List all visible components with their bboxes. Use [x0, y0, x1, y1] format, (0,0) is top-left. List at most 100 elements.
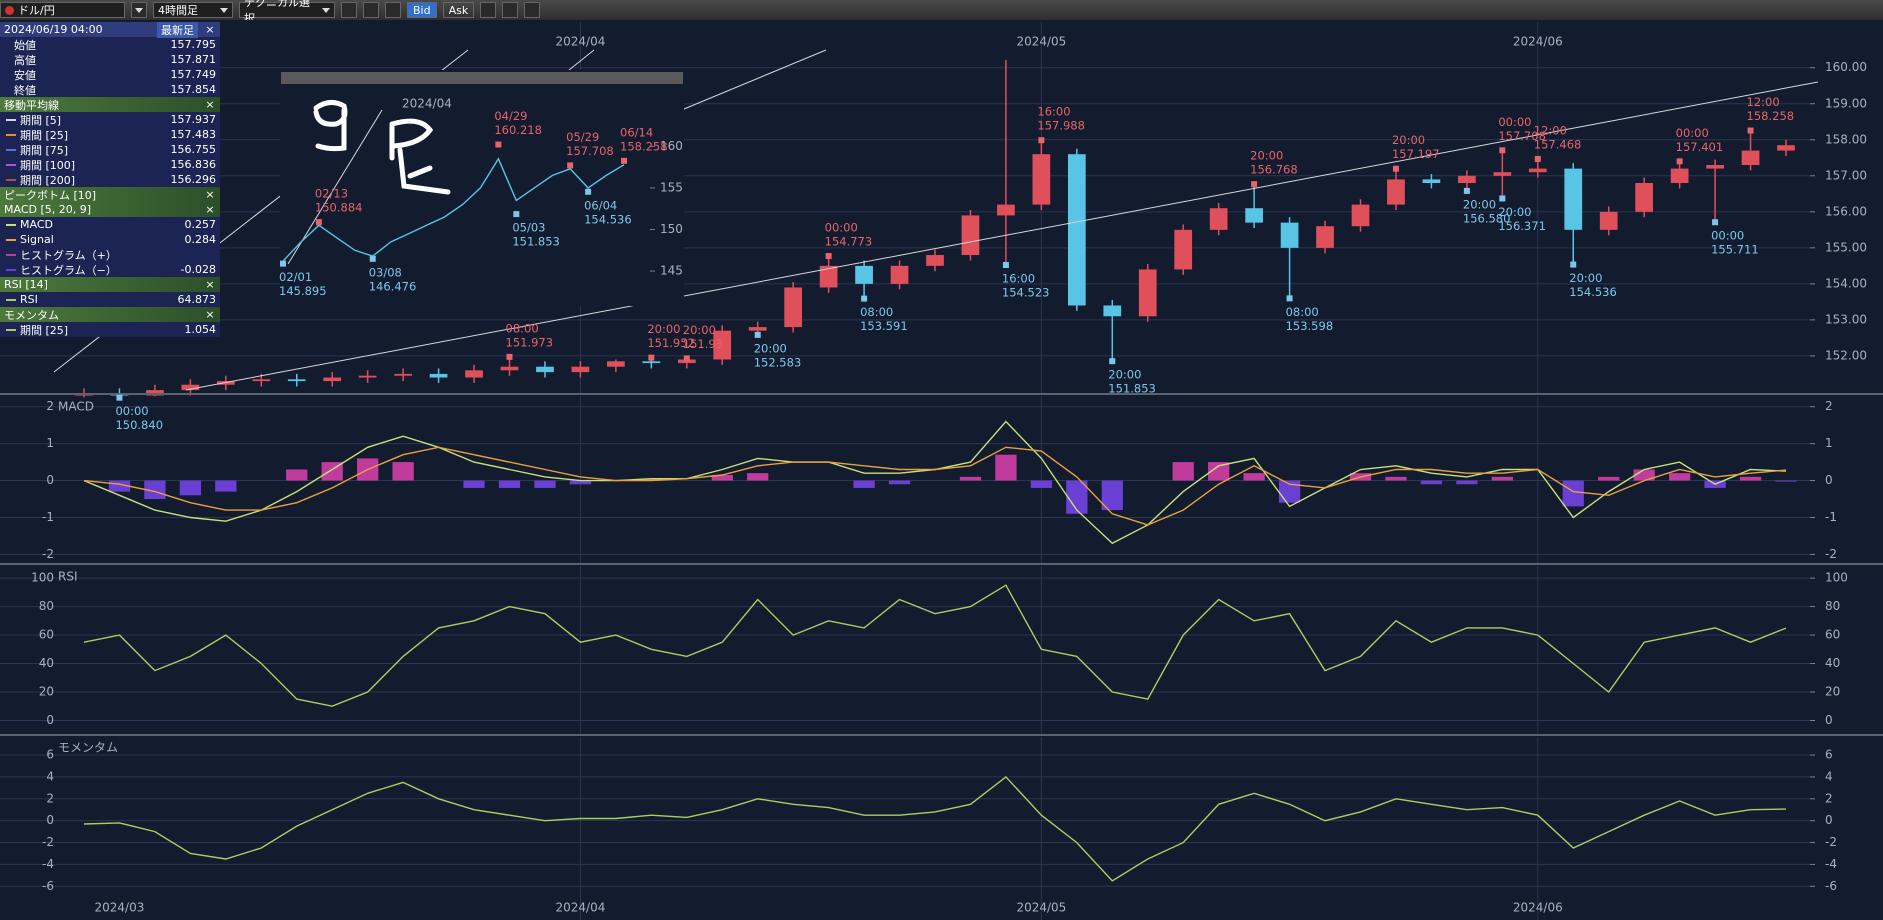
y-tick-label: 100 — [1825, 571, 1848, 585]
section-header: RSI [14] × — [0, 277, 220, 292]
indicator-row: MACD 0.257 — [0, 217, 220, 232]
annotation-marker — [1286, 295, 1293, 302]
y-tick-label-left: -6 — [42, 879, 54, 893]
candle-body — [536, 366, 554, 373]
color-dash — [6, 253, 16, 256]
y-tick-label: 80 — [1825, 599, 1840, 613]
candle-body — [961, 215, 980, 256]
histogram-bar — [1491, 476, 1513, 481]
annotation-time: 05/29 — [566, 130, 599, 144]
candle-body — [1741, 150, 1760, 165]
annotation-value: 160.218 — [494, 123, 542, 137]
histogram-bar — [959, 476, 982, 481]
candle-body — [323, 377, 342, 382]
y-tick-label: -4 — [1825, 857, 1837, 871]
indicator-value: 156.296 — [170, 173, 217, 186]
annotation-value: 154.773 — [825, 235, 873, 249]
draw-tool-button[interactable] — [341, 2, 357, 18]
histogram-bar — [711, 475, 733, 481]
indicator-label: ヒストグラム（−） — [20, 263, 117, 277]
indicator-row: 期間 [200] 156.296 — [0, 172, 220, 187]
series-line — [83, 584, 1787, 707]
y-tick-label: 154.00 — [1825, 276, 1867, 290]
candle-body — [1067, 154, 1086, 306]
chart-style-button[interactable] — [385, 2, 401, 18]
indicator-value: -0.028 — [180, 263, 216, 276]
y-tick-label: 40 — [1825, 656, 1840, 670]
candle-body — [890, 265, 909, 284]
x-tick-label: 2024/05 — [1016, 901, 1066, 915]
indicator-value: 156.836 — [170, 158, 217, 171]
annotation-value: 151.853 — [1108, 382, 1156, 396]
indicator-label: ヒストグラム（+） — [20, 248, 117, 262]
ask-button[interactable]: Ask — [442, 2, 475, 18]
annotation-time: 00:00 — [1498, 115, 1531, 129]
latest-button[interactable]: 最新足 — [157, 21, 198, 38]
histogram-bar — [1172, 462, 1194, 481]
annotation-marker — [1534, 155, 1541, 162]
close-button[interactable]: × — [205, 308, 215, 321]
timeframe-select[interactable]: 4時間足 — [153, 2, 233, 18]
histogram-bar — [1208, 462, 1230, 481]
candle-body — [1280, 222, 1299, 248]
annotation-time: 20:00 — [1250, 149, 1283, 163]
annotation-time: 16:00 — [1002, 272, 1035, 286]
color-dash — [6, 148, 16, 151]
annotation-value: 158.258 — [620, 139, 668, 153]
annotation-value: 146.476 — [369, 279, 417, 293]
y-tick-label: 0 — [1825, 473, 1833, 487]
ask-label: Ask — [448, 3, 469, 17]
annotation-marker — [754, 331, 761, 338]
color-dash — [6, 178, 16, 181]
pair-label: ドル/円 — [18, 4, 55, 17]
scale-button[interactable] — [480, 2, 497, 18]
zoom-in-button[interactable] — [524, 2, 541, 18]
annotation-time: 04/29 — [494, 109, 527, 123]
pair-dropdown[interactable] — [131, 2, 147, 18]
annotation-marker — [567, 162, 574, 169]
datetime: 2024/06/19 04:00 — [4, 23, 103, 36]
annotation-value: 154.523 — [1002, 286, 1050, 300]
histogram-bar — [1633, 469, 1655, 481]
candle-body — [1670, 168, 1689, 184]
histogram-bar — [286, 469, 308, 481]
indicator-value: 64.873 — [177, 293, 217, 306]
indicator-value: 157.937 — [170, 113, 217, 126]
indicator-row: ヒストグラム（+） — [0, 247, 220, 262]
candle-body — [1528, 168, 1547, 173]
annotation-marker — [315, 219, 322, 226]
y-tick-label: 60 — [1825, 628, 1840, 642]
histogram-bar — [108, 480, 131, 492]
histogram-bar — [179, 480, 202, 496]
candle-body — [819, 265, 838, 288]
annotation-time: 02/13 — [315, 187, 348, 201]
info-button[interactable] — [363, 2, 379, 18]
candle-body — [713, 330, 732, 360]
technical-select[interactable]: テクニカル選択 — [239, 0, 335, 25]
close-button[interactable]: × — [205, 98, 215, 111]
pair-select[interactable]: ドル/円 — [0, 2, 125, 18]
annotation-value: 151.952 — [647, 336, 695, 350]
y-tick-label: 157.00 — [1825, 168, 1867, 182]
ohlc-value: 157.749 — [170, 68, 217, 81]
annotation-time: 16:00 — [1037, 105, 1070, 119]
close-button[interactable]: × — [205, 203, 215, 216]
x-tick-label: 2024/04 — [555, 35, 605, 49]
x-tick-label: 2024/06 — [1513, 901, 1563, 915]
indicator-row: 期間 [75] 156.755 — [0, 142, 220, 157]
annotation-value: 151.973 — [506, 335, 554, 349]
close-button[interactable]: × — [205, 278, 215, 291]
candle-body — [1564, 168, 1583, 230]
annotation-value: 155.711 — [1711, 243, 1759, 257]
y-tick-label: 145 — [660, 264, 683, 278]
close-button[interactable]: × — [205, 23, 215, 36]
close-button[interactable]: × — [205, 188, 215, 201]
indicator-label: 期間 [100] — [20, 158, 76, 172]
zoom-out-button[interactable] — [502, 2, 519, 18]
y-tick-label-left: 4 — [46, 769, 54, 783]
section-title: MACD [5, 20, 9] — [4, 203, 92, 216]
annotation-marker — [861, 295, 868, 302]
bid-button[interactable]: Bid — [407, 2, 437, 18]
y-tick-label: 2 — [1825, 791, 1833, 805]
